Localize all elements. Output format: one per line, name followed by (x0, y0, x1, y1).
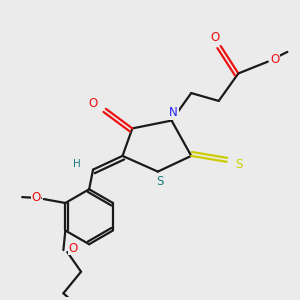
Text: O: O (69, 242, 78, 255)
Text: O: O (88, 98, 98, 110)
Text: S: S (236, 158, 243, 171)
Text: S: S (156, 175, 164, 188)
Text: O: O (31, 190, 40, 204)
Text: O: O (210, 31, 219, 44)
Text: N: N (169, 106, 178, 119)
Text: O: O (270, 53, 279, 66)
Text: H: H (73, 159, 80, 169)
